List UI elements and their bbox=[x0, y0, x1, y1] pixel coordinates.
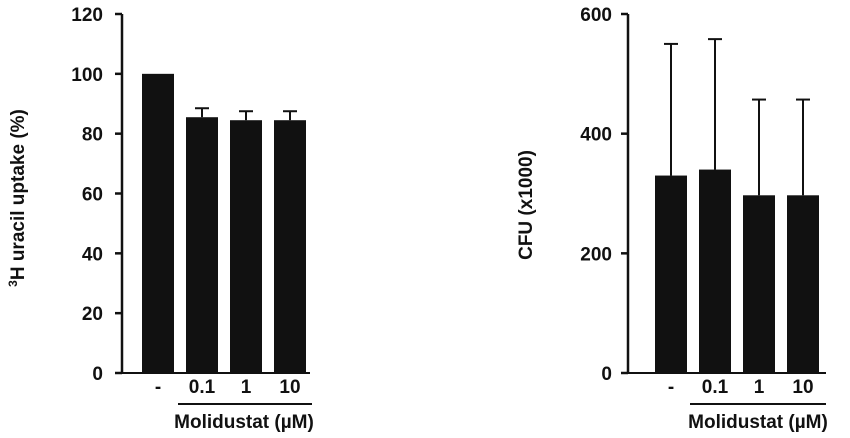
y-tick-label: 400 bbox=[580, 125, 612, 146]
x-axis-label: Molidustat (µM) bbox=[688, 412, 828, 433]
y-tick-label: 40 bbox=[82, 244, 103, 265]
x-category-label: 1 bbox=[241, 377, 252, 398]
y-tick-label: 200 bbox=[580, 244, 612, 265]
x-axis-label: Molidustat (µM) bbox=[174, 412, 314, 433]
bar bbox=[186, 117, 218, 374]
bar bbox=[699, 169, 731, 373]
x-category-label: 1 bbox=[754, 377, 765, 398]
x-category-label: 10 bbox=[792, 377, 813, 398]
bar bbox=[274, 120, 306, 374]
y-tick-label: 60 bbox=[82, 185, 103, 206]
y-tick-label: 0 bbox=[601, 364, 612, 385]
cfu-chart: CFU (x1000) Molidustat (µM) 0 200 400 600 - 0… bbox=[516, 5, 828, 433]
y-axis-label: CFU (x1000) bbox=[516, 150, 537, 260]
x-category-label: - bbox=[155, 377, 161, 398]
y-tick-label: 120 bbox=[71, 5, 103, 26]
y-tick-label: 20 bbox=[82, 304, 103, 325]
x-category-label: 0.1 bbox=[189, 377, 216, 398]
bar bbox=[142, 73, 174, 373]
y-tick-label: 600 bbox=[580, 5, 612, 26]
bar bbox=[743, 195, 775, 373]
y-axis-label-main: H uracil uptake (%) bbox=[8, 109, 29, 280]
y-tick-label: 80 bbox=[82, 125, 103, 146]
bar bbox=[655, 175, 687, 373]
x-category-label: 10 bbox=[279, 377, 300, 398]
x-category-label: - bbox=[668, 377, 674, 398]
bar bbox=[787, 195, 819, 373]
y-axis-label-superscript: 3 bbox=[6, 280, 20, 287]
y-tick-label: 100 bbox=[71, 65, 103, 86]
y-tick-label: 0 bbox=[92, 364, 103, 385]
uracil-uptake-chart: 3H uracil uptake (%) Molidustat (µM) 0 20… bbox=[6, 5, 314, 433]
y-axis-label: 3H uracil uptake (%) bbox=[6, 109, 29, 287]
bar bbox=[230, 120, 262, 374]
x-category-label: 0.1 bbox=[702, 377, 729, 398]
